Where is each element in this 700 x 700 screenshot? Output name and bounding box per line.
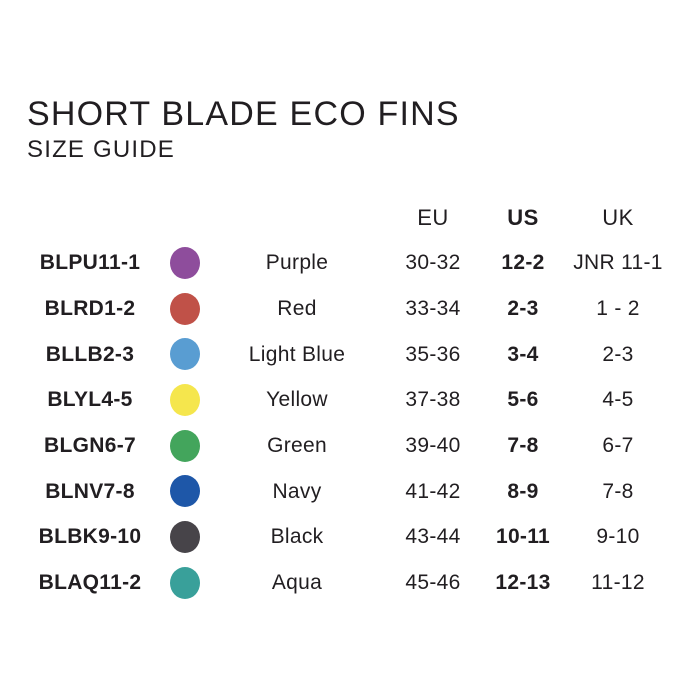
swatch-cell	[160, 475, 210, 508]
eu-size-value: 39-40	[405, 434, 461, 458]
table-header-row: EU US UK	[20, 196, 672, 240]
color-name-label: Red	[277, 297, 317, 321]
product-code: BLGN6-7	[44, 434, 136, 458]
table-row: BLYL4-5 Yellow 37-38 5-6 4-5	[20, 377, 672, 423]
uk-size-value: 1 - 2	[596, 297, 640, 321]
eu-size-value: 37-38	[405, 388, 461, 412]
table-body: BLPU11-1 Purple 30-32 12-2 JNR 11-1 BLRD…	[20, 240, 672, 606]
uk-size-value: 7-8	[602, 479, 634, 503]
column-header-us: US	[507, 205, 539, 230]
uk-size-value: 9-10	[596, 525, 640, 549]
swatch-cell	[160, 292, 210, 325]
table-row: BLAQ11-2 Aqua 45-46 12-13 11-12	[20, 560, 672, 606]
us-size-value: 8-9	[507, 479, 539, 503]
color-swatch-icon	[170, 338, 200, 371]
table-row: BLPU11-1 Purple 30-32 12-2 JNR 11-1	[20, 240, 672, 286]
eu-size-value: 45-46	[405, 571, 461, 595]
swatch-cell	[160, 429, 210, 462]
color-swatch-icon	[170, 475, 200, 508]
us-size-value: 12-2	[501, 251, 545, 275]
eu-size-value: 35-36	[405, 342, 461, 366]
table-row: BLRD1-2 Red 33-34 2-3 1 - 2	[20, 286, 672, 332]
color-name-label: Black	[270, 525, 324, 549]
color-swatch-icon	[170, 292, 200, 325]
us-size-value: 7-8	[507, 434, 539, 458]
color-name-label: Light Blue	[248, 342, 346, 366]
swatch-cell	[160, 566, 210, 599]
eu-size-value: 30-32	[405, 251, 461, 275]
uk-size-value: 6-7	[602, 434, 634, 458]
color-name-label: Purple	[265, 251, 329, 275]
color-name-label: Navy	[272, 479, 322, 503]
us-size-value: 2-3	[507, 297, 539, 321]
us-size-value: 10-11	[495, 525, 551, 549]
color-swatch-icon	[170, 383, 200, 416]
us-size-value: 12-13	[495, 571, 551, 595]
color-name-label: Green	[267, 434, 327, 458]
table-row: BLGN6-7 Green 39-40 7-8 6-7	[20, 423, 672, 469]
color-swatch-icon	[170, 520, 200, 553]
color-swatch-icon	[170, 429, 200, 462]
us-size-value: 3-4	[507, 342, 539, 366]
uk-size-value: JNR 11-1	[573, 251, 663, 275]
page-subtitle: SIZE GUIDE	[27, 136, 176, 163]
color-swatch-icon	[170, 566, 200, 599]
swatch-cell	[160, 383, 210, 416]
column-header-uk: UK	[602, 205, 634, 230]
us-size-value: 5-6	[507, 388, 539, 412]
product-code: BLRD1-2	[44, 297, 136, 321]
product-code: BLLB2-3	[45, 342, 135, 366]
color-name-label: Yellow	[266, 388, 328, 412]
table-row: BLBK9-10 Black 43-44 10-11 9-10	[20, 514, 672, 560]
page-title: SHORT BLADE ECO FINS	[27, 95, 460, 133]
table-row: BLLB2-3 Light Blue 35-36 3-4 2-3	[20, 331, 672, 377]
table-row: BLNV7-8 Navy 41-42 8-9 7-8	[20, 468, 672, 514]
product-code: BLYL4-5	[47, 388, 133, 412]
color-name-label: Aqua	[271, 571, 323, 595]
product-code: BLBK9-10	[38, 525, 142, 549]
uk-size-value: 11-12	[591, 571, 645, 595]
product-code: BLAQ11-2	[38, 571, 142, 595]
swatch-cell	[160, 520, 210, 553]
eu-size-value: 33-34	[405, 297, 461, 321]
uk-size-value: 2-3	[602, 342, 634, 366]
product-code: BLPU11-1	[39, 251, 141, 275]
swatch-cell	[160, 246, 210, 279]
eu-size-value: 41-42	[405, 479, 461, 503]
color-swatch-icon	[170, 246, 200, 279]
swatch-cell	[160, 338, 210, 371]
eu-size-value: 43-44	[405, 525, 461, 549]
size-guide-table: EU US UK BLPU11-1 Purple 30-32 12-2 JNR …	[20, 196, 672, 606]
column-header-eu: EU	[417, 205, 449, 230]
product-code: BLNV7-8	[45, 479, 135, 503]
uk-size-value: 4-5	[602, 388, 634, 412]
